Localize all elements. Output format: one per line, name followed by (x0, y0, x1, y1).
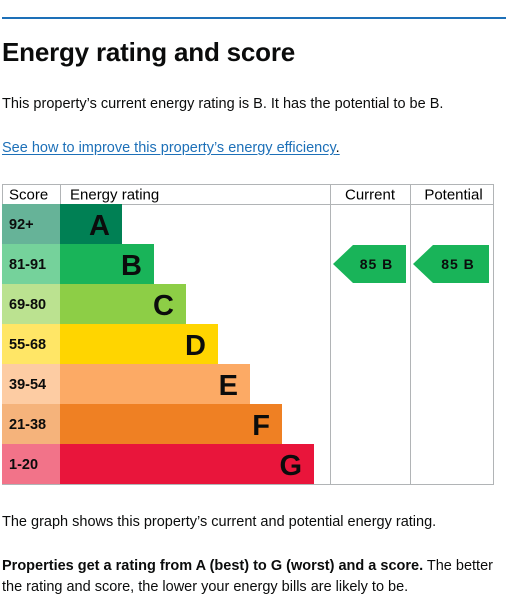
current-rating-arrow (333, 245, 406, 283)
current-rating-label: 85 B (360, 256, 394, 272)
band-letter: B (121, 250, 142, 282)
band-bar (60, 444, 314, 484)
band-bar (60, 204, 122, 244)
improve-efficiency-link-row: See how to improve this property’s energ… (2, 140, 340, 156)
band-bar (60, 404, 282, 444)
band-score-cell (2, 244, 60, 284)
band-letter: D (185, 330, 206, 362)
band-score-label: 81-91 (9, 257, 46, 273)
band-letter: A (89, 210, 110, 242)
rating-note-bold: Properties get a rating from A (best) to… (2, 558, 424, 574)
header-energy-rating: Energy rating (70, 187, 159, 204)
chart-frame (2, 184, 494, 485)
potential-rating-label: 85 B (441, 256, 475, 272)
band-score-cell (2, 284, 60, 324)
page-title: Energy rating and score (2, 37, 296, 67)
section-top-rule (2, 17, 506, 19)
header-potential: Potential (424, 187, 482, 204)
band-bar (60, 244, 154, 284)
header-score: Score (9, 187, 48, 204)
band-bar (60, 284, 186, 324)
band-bar (60, 324, 218, 364)
improve-efficiency-link[interactable]: See how to improve this property’s energ… (2, 140, 336, 156)
band-score-cell (2, 364, 60, 404)
band-score-label: 21-38 (9, 417, 46, 433)
rating-note: Properties get a rating from A (best) to… (2, 556, 502, 598)
graph-note: The graph shows this property’s current … (2, 514, 437, 530)
band-letter: C (153, 290, 174, 322)
band-score-label: 69-80 (9, 297, 46, 313)
rating-note-rest: The better the rating and score, the low… (2, 558, 493, 595)
band-letter: F (252, 410, 270, 442)
band-score-label: 39-54 (9, 377, 46, 393)
band-score-label: 55-68 (9, 337, 46, 353)
link-suffix: . (335, 140, 340, 156)
intro-text: This property’s current energy rating is… (2, 96, 444, 112)
band-bar (60, 364, 250, 404)
band-score-cell (2, 204, 60, 244)
band-score-label: 92+ (9, 217, 34, 233)
band-score-cell (2, 444, 60, 484)
band-letter: E (219, 370, 238, 402)
band-score-label: 1-20 (9, 457, 38, 473)
band-score-cell (2, 324, 60, 364)
band-letter: G (279, 450, 302, 482)
potential-rating-arrow (413, 245, 489, 283)
header-current: Current (345, 187, 396, 204)
band-score-cell (2, 404, 60, 444)
